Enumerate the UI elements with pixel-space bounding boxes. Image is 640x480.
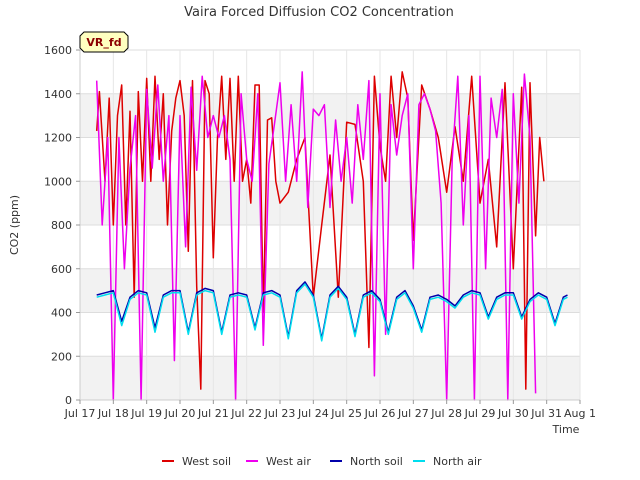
series-line-west-soil xyxy=(95,71,545,390)
chart-title: Vaira Forced Diffusion CO2 Concentration xyxy=(184,5,454,20)
x-tick-label: Jul 19 xyxy=(130,407,162,420)
y-tick-label: 400 xyxy=(51,307,72,320)
y-axis-label: CO2 (ppm) xyxy=(8,195,21,255)
series-line-north-soil xyxy=(96,281,568,340)
x-axis-label: Time xyxy=(552,423,580,436)
x-tick-label: Jul 25 xyxy=(330,407,362,420)
legend-label: North air xyxy=(433,455,482,468)
legend-label: North soil xyxy=(350,455,403,468)
x-tick-label: Jul 26 xyxy=(364,407,396,420)
plot-band xyxy=(80,356,580,400)
y-tick-labels: 0 200 400 600 800 1000 1200 1400 1600 xyxy=(44,44,80,407)
y-tick-label: 1400 xyxy=(44,88,72,101)
y-tick-label: 600 xyxy=(51,263,72,276)
x-tick-label: Jul 27 xyxy=(397,407,429,420)
y-tick-label: 200 xyxy=(51,350,72,363)
y-tick-label: 1200 xyxy=(44,132,72,145)
y-tick-label: 800 xyxy=(51,219,72,232)
series-line-west-air xyxy=(95,71,537,401)
legend-label: West soil xyxy=(182,455,231,468)
x-tick-label: Jul 20 xyxy=(164,407,196,420)
x-tick-label: Jul 21 xyxy=(197,407,229,420)
x-tick-label: Jul 18 xyxy=(97,407,129,420)
x-tick-label: Jul 17 xyxy=(64,407,96,420)
x-tick-label: Jul 29 xyxy=(464,407,496,420)
x-tick-label: Jul 28 xyxy=(430,407,462,420)
legend-label: West air xyxy=(266,455,311,468)
series-lines xyxy=(95,71,568,401)
x-tick-label: Jul 31 xyxy=(530,407,562,420)
site-badge-label: VR_fd xyxy=(86,36,121,49)
series-line-north-air xyxy=(96,283,568,342)
x-tick-label: Jul 23 xyxy=(264,407,296,420)
plot-band xyxy=(80,268,580,313)
x-tick-label: Aug 1 xyxy=(564,407,596,420)
y-tick-label: 1600 xyxy=(44,44,72,57)
x-tick-label: Jul 24 xyxy=(297,407,329,420)
x-tick-label: Jul 30 xyxy=(497,407,529,420)
x-tick-label: Jul 22 xyxy=(230,407,262,420)
site-badge: VR_fd xyxy=(79,31,129,53)
legend: West soil West air North soil North air xyxy=(162,455,482,468)
x-tick-labels: Jul 17 Jul 18 Jul 19 Jul 20 Jul 21 Jul 22 Jul … xyxy=(64,400,596,420)
y-tick-label: 0 xyxy=(65,394,72,407)
y-tick-label: 1000 xyxy=(44,175,72,188)
site-badge-box xyxy=(79,31,129,53)
